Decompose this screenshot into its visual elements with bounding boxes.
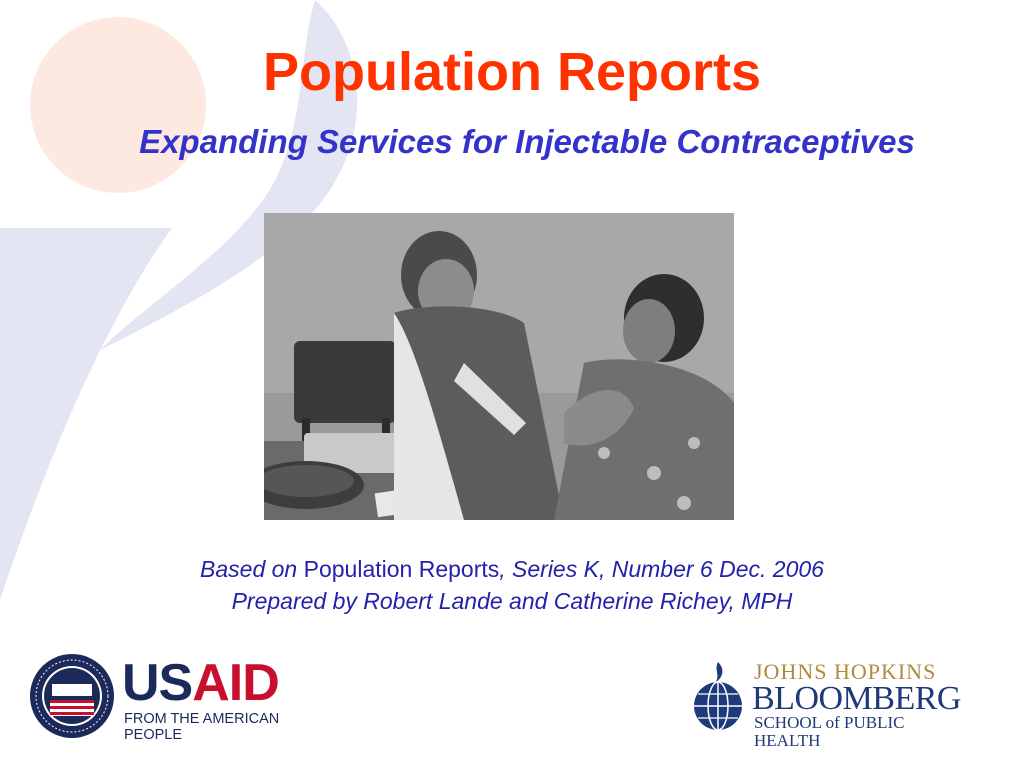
usaid-seal-icon	[30, 654, 114, 738]
citation-series: , Series K, Number 6 Dec. 2006	[499, 556, 824, 582]
citation-source: Population Reports	[303, 556, 500, 582]
citation-prefix: Based on	[200, 556, 298, 582]
jhu-globe-icon	[694, 662, 742, 731]
usaid-logo: USAID FROM THE AMERICAN PEOPLE	[28, 650, 328, 743]
jhu-school: SCHOOL of PUBLIC HEALTH	[754, 713, 905, 750]
slide-subtitle: Expanding Services for Injectable Contra…	[139, 123, 915, 160]
jhu-name: JOHNS HOPKINS	[754, 659, 937, 684]
clinic-photo	[264, 213, 734, 520]
citation-line-1: Based on Population Reports, Series K, N…	[0, 553, 1024, 585]
background-swoosh	[100, 0, 358, 350]
jhu-bloomberg-logo: JOHNS HOPKINS BLOOMBERG SCHOOL of PUBLIC…	[692, 659, 962, 750]
chair-back	[294, 341, 396, 423]
citation: Based on Population Reports, Series K, N…	[0, 553, 1024, 617]
usaid-tagline: FROM THE AMERICAN PEOPLE	[124, 711, 280, 743]
photo-illustration	[264, 213, 734, 520]
background-circle	[30, 17, 206, 193]
usaid-wordmark: USAID	[122, 654, 280, 712]
citation-authors: Prepared by Robert Lande and Catherine R…	[231, 588, 793, 614]
background-wedge	[0, 228, 172, 600]
slide-title: Population Reports	[263, 42, 761, 102]
jhu-bloomberg: BLOOMBERG	[752, 680, 961, 717]
